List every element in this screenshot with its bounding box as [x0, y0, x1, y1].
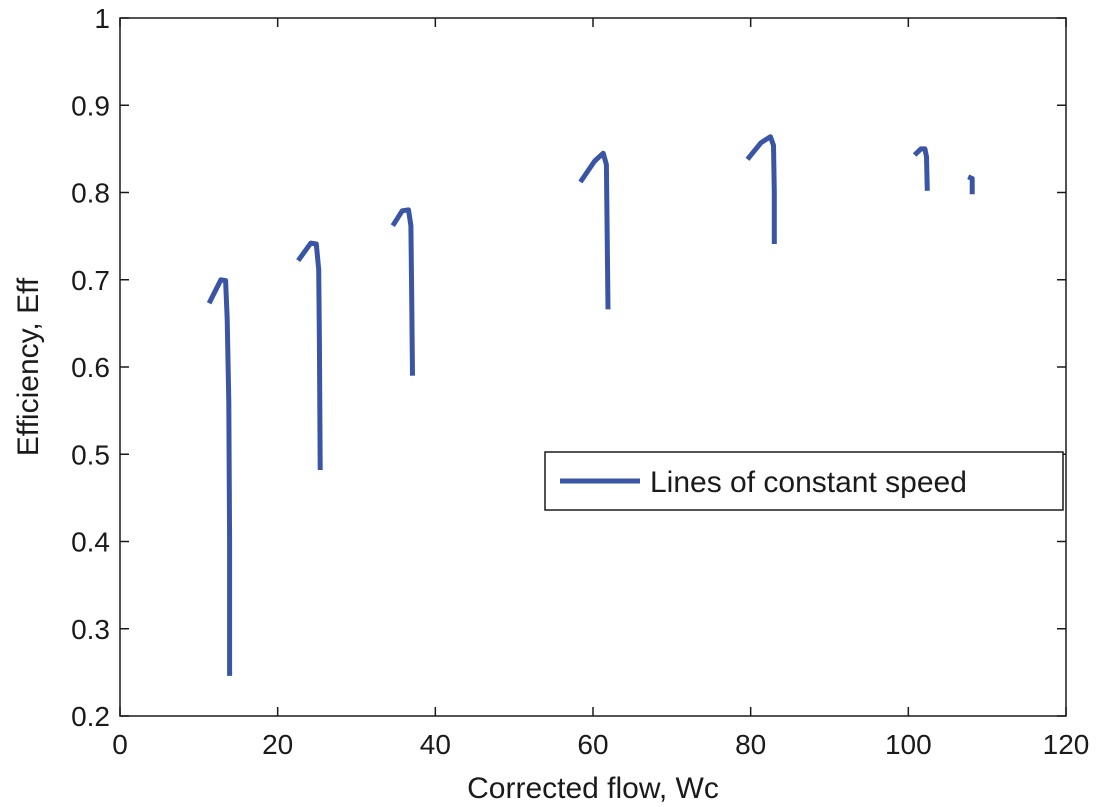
- x-tick-label: 80: [735, 729, 766, 760]
- y-axis-ticks: 0.2 0.3 0.4 0.5 0.6 0.7 0.8 0.9 1: [71, 3, 1066, 732]
- y-tick-label: 0.9: [71, 90, 110, 121]
- x-axis-ticks: 0 20 40 60 80 100 120: [112, 18, 1089, 760]
- speed-line: [296, 240, 323, 471]
- y-tick-label: 0.2: [71, 701, 110, 732]
- speed-line: [390, 207, 415, 376]
- legend-label: Lines of constant speed: [650, 466, 967, 499]
- x-tick-label: 0: [112, 729, 128, 760]
- y-tick-label: 0.7: [71, 265, 110, 296]
- y-tick-label: 0.4: [71, 527, 110, 558]
- x-tick-label: 60: [577, 729, 608, 760]
- y-axis-title: Efficiency, Eff: [12, 277, 45, 456]
- x-tick-label: 20: [262, 729, 293, 760]
- y-tick-label: 1: [94, 3, 110, 34]
- series-layer: [206, 134, 975, 676]
- x-tick-label: 100: [885, 729, 932, 760]
- y-tick-label: 0.5: [71, 439, 110, 470]
- y-tick-label: 0.8: [71, 178, 110, 209]
- x-tick-label: 40: [420, 729, 451, 760]
- x-axis-title: Corrected flow, Wc: [467, 772, 719, 805]
- speed-line: [745, 134, 777, 244]
- plot-area: [119, 17, 1067, 717]
- y-tick-label: 0.6: [71, 352, 110, 383]
- x-tick-label: 120: [1043, 729, 1090, 760]
- speed-line: [967, 174, 975, 195]
- legend: Lines of constant speed: [544, 451, 1064, 511]
- y-tick-label: 0.3: [71, 614, 110, 645]
- speed-line: [578, 150, 611, 310]
- speed-line: [912, 146, 930, 191]
- speed-line: [206, 277, 233, 676]
